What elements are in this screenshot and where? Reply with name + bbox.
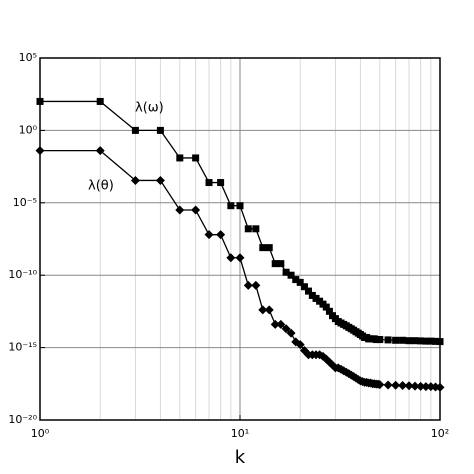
series-label: λ(ω) — [135, 101, 164, 116]
y-tick-label: 10⁻⁵ — [13, 196, 37, 209]
marker — [155, 175, 165, 185]
marker — [391, 380, 401, 390]
y-tick-label: 10⁻¹⁵ — [8, 341, 37, 354]
marker — [435, 382, 445, 392]
marker — [258, 305, 268, 315]
y-tick-label: 10⁻²⁰ — [8, 413, 37, 426]
marker — [421, 382, 431, 392]
marker — [205, 179, 213, 187]
marker — [325, 307, 333, 315]
marker — [281, 324, 291, 334]
marker — [296, 278, 304, 286]
marker — [304, 287, 312, 295]
marker — [191, 205, 201, 215]
marker — [404, 381, 414, 391]
marker — [276, 319, 286, 329]
y-tick-label: 10⁻¹⁰ — [8, 268, 37, 281]
marker — [436, 338, 444, 346]
series-label: λ(θ) — [88, 179, 114, 194]
marker — [226, 253, 236, 263]
marker — [376, 336, 384, 344]
marker — [383, 380, 393, 390]
marker — [36, 97, 44, 105]
marker — [259, 244, 267, 252]
marker — [130, 175, 140, 185]
marker — [422, 337, 430, 345]
x-axis-label: k — [235, 447, 246, 468]
marker — [295, 340, 305, 350]
marker — [392, 336, 400, 344]
x-tick-label: 10² — [431, 427, 449, 440]
marker — [236, 202, 244, 210]
marker — [217, 179, 225, 187]
marker — [95, 146, 105, 156]
x-tick-label: 10⁰ — [31, 427, 50, 440]
marker — [216, 230, 226, 240]
marker — [277, 260, 285, 268]
marker — [131, 126, 139, 134]
marker — [244, 225, 252, 233]
marker — [204, 230, 214, 240]
marker — [271, 260, 279, 268]
marker — [282, 268, 290, 276]
marker — [243, 280, 253, 290]
marker — [96, 97, 104, 105]
marker — [192, 154, 200, 162]
marker — [175, 205, 185, 215]
marker — [375, 380, 385, 390]
x-tick-label: 10¹ — [231, 427, 249, 440]
marker — [427, 337, 435, 345]
marker — [227, 202, 235, 210]
marker — [251, 280, 261, 290]
marker — [35, 146, 45, 156]
marker — [411, 337, 419, 345]
marker — [287, 271, 295, 279]
marker — [416, 381, 426, 391]
marker — [270, 319, 280, 329]
marker — [308, 291, 316, 299]
marker — [265, 244, 273, 252]
y-tick-label: 10⁰ — [19, 123, 38, 136]
plot-frame — [39, 57, 441, 421]
marker — [399, 336, 407, 344]
y-tick-label: 10⁵ — [19, 51, 37, 64]
marker — [405, 337, 413, 345]
marker — [312, 294, 320, 302]
marker — [286, 328, 296, 338]
marker — [252, 225, 260, 233]
marker — [235, 253, 245, 263]
marker — [384, 336, 392, 344]
marker — [432, 337, 440, 345]
marker — [292, 276, 300, 284]
marker — [300, 283, 308, 291]
marker — [176, 154, 184, 162]
marker — [398, 381, 408, 391]
marker — [264, 305, 274, 315]
marker — [410, 381, 420, 391]
marker — [417, 337, 425, 345]
marker — [322, 303, 330, 311]
marker — [156, 126, 164, 134]
